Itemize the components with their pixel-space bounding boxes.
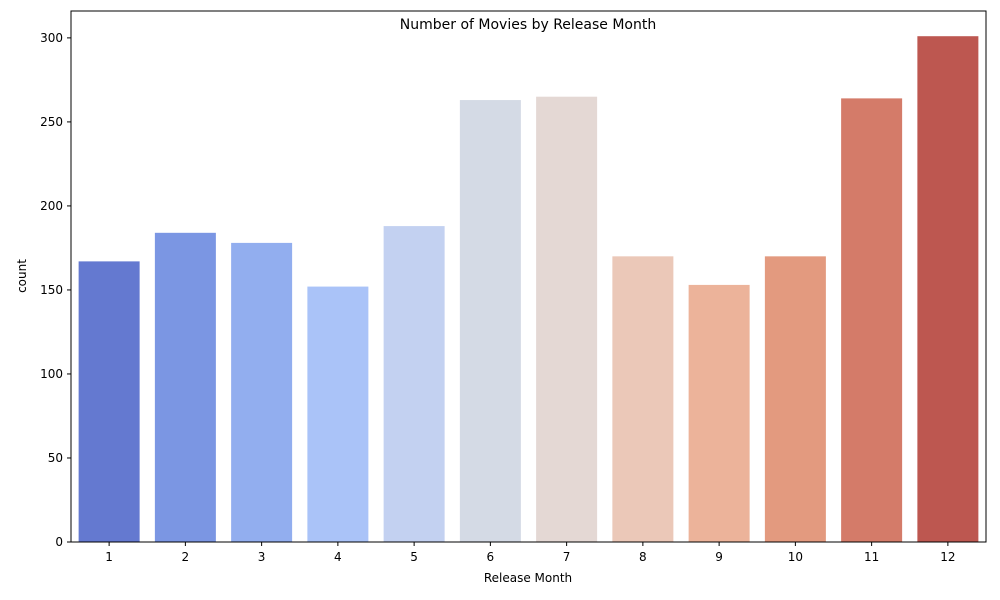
bar-month-4 <box>307 286 369 542</box>
y-tick-label: 150 <box>40 283 63 297</box>
y-tick-label: 100 <box>40 367 63 381</box>
bar-month-9 <box>688 284 750 542</box>
x-tick-label: 6 <box>487 550 495 564</box>
bar-month-7 <box>536 96 598 542</box>
x-tick-label: 5 <box>410 550 418 564</box>
y-tick-label: 200 <box>40 199 63 213</box>
y-tick-label: 300 <box>40 31 63 45</box>
bar-month-10 <box>764 256 826 542</box>
bar-month-6 <box>459 100 521 543</box>
x-tick-label: 1 <box>105 550 113 564</box>
x-tick-label: 9 <box>715 550 723 564</box>
bar-month-12 <box>917 36 979 543</box>
chart-title: Number of Movies by Release Month <box>400 17 656 33</box>
bar-month-3 <box>231 242 293 543</box>
bar-month-1 <box>78 261 140 542</box>
y-tick-label: 250 <box>40 115 63 129</box>
x-tick-label: 11 <box>864 550 879 564</box>
x-tick-label: 3 <box>258 550 266 564</box>
x-tick-label: 10 <box>788 550 803 564</box>
plot-frame <box>70 10 987 543</box>
y-axis-label: count <box>15 259 29 293</box>
x-axis-label: Release Month <box>484 571 572 585</box>
x-tick-label: 12 <box>940 550 955 564</box>
x-tick-label: 2 <box>182 550 190 564</box>
bar-month-11 <box>841 98 903 542</box>
y-tick-label: 50 <box>48 451 63 465</box>
x-tick-label: 7 <box>563 550 571 564</box>
x-tick-label: 8 <box>639 550 647 564</box>
bar-month-2 <box>154 232 216 542</box>
bar-month-5 <box>383 226 445 542</box>
bar-month-8 <box>612 256 674 542</box>
y-tick-label: 0 <box>55 535 63 549</box>
x-tick-label: 4 <box>334 550 342 564</box>
